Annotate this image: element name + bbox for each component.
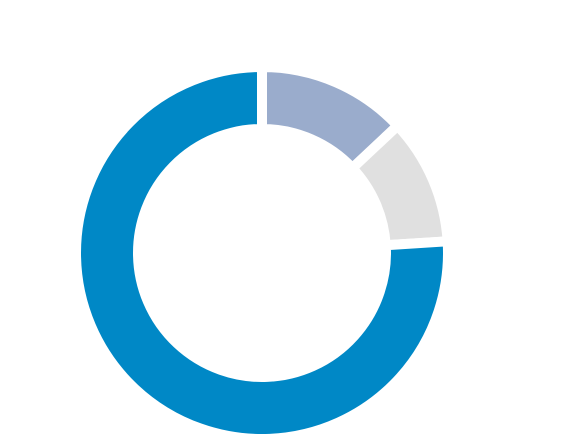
- donut-slice-3: [71, 61, 453, 439]
- donut-slices: [71, 61, 453, 439]
